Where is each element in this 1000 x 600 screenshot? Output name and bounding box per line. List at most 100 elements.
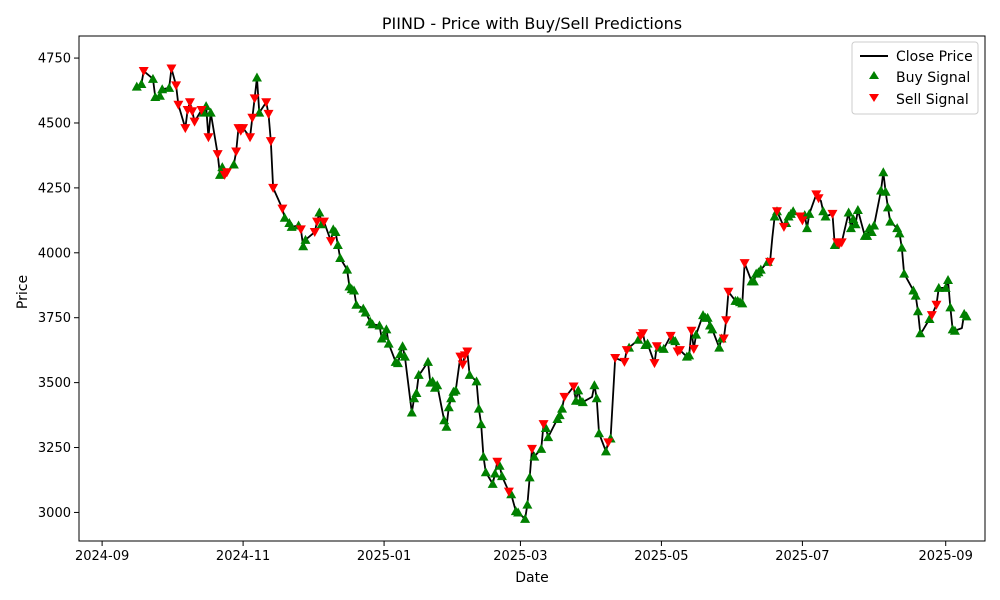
- buy-signal-marker: [411, 388, 422, 398]
- x-tick-label: 2024-11: [216, 549, 270, 564]
- buy-signal-marker: [383, 338, 394, 348]
- buy-signal-marker: [131, 81, 142, 91]
- buy-signal-marker: [594, 428, 605, 438]
- buy-signal-marker: [471, 376, 482, 386]
- sell-signal-marker: [247, 113, 258, 123]
- buy-signal-marker: [748, 276, 759, 286]
- buy-signal-marker: [820, 211, 831, 221]
- plot-area: [131, 64, 972, 523]
- x-axis-label: Date: [515, 570, 548, 586]
- sell-signal-marker: [261, 98, 272, 108]
- sell-signal-marker: [688, 344, 699, 354]
- sell-signal-marker: [723, 287, 734, 297]
- buy-signal-marker: [577, 397, 588, 407]
- sell-signal-marker: [309, 228, 320, 238]
- buy-signal-marker: [480, 467, 491, 477]
- x-tick-label: 2025-05: [634, 549, 688, 564]
- sell-signal-marker: [245, 133, 256, 143]
- buy-signal-marker: [214, 169, 225, 179]
- buy-signal-marker: [869, 220, 880, 230]
- buy-signal-marker: [843, 207, 854, 217]
- sell-signal-marker: [527, 444, 537, 454]
- sell-signal-marker: [196, 105, 207, 115]
- sell-signal-marker: [718, 334, 729, 344]
- y-tick-label: 4250: [38, 181, 71, 196]
- buy-signal-marker: [473, 403, 484, 413]
- buy-signal-marker: [684, 350, 695, 360]
- sell-signal-marker: [187, 107, 198, 117]
- legend: Close Price Buy Signal Sell Signal: [851, 41, 979, 115]
- sell-signal-marker: [765, 257, 776, 267]
- x-tick-label: 2025-07: [775, 549, 829, 564]
- y-tick-label: 3500: [38, 376, 71, 391]
- buy-signal-marker: [279, 212, 290, 222]
- buy-signal-marker: [413, 369, 424, 379]
- buy-signal-marker: [912, 306, 923, 316]
- x-tick-label: 2025-03: [493, 549, 547, 564]
- buy-signal-marker: [330, 227, 341, 237]
- legend-label-sell-signal: Sell Signal: [896, 92, 969, 108]
- buy-signal-marker: [910, 290, 921, 300]
- legend-buy-swatch: [869, 71, 879, 79]
- buy-signal-marker: [691, 329, 702, 339]
- sell-signal-marker: [797, 216, 808, 226]
- sell-signal-marker: [649, 359, 660, 369]
- sell-signal-marker: [325, 237, 336, 247]
- sell-signal-marker: [173, 100, 184, 110]
- sell-signal-marker: [559, 392, 570, 402]
- buy-signal-marker: [351, 299, 362, 309]
- sell-signal-marker: [462, 347, 473, 357]
- sell-signal-marker: [568, 382, 579, 392]
- sell-signal-marker: [318, 217, 329, 227]
- sell-signal-marker: [180, 124, 191, 134]
- buy-signal-marker: [422, 356, 433, 366]
- buy-signal-marker: [478, 451, 489, 461]
- buy-signal-marker: [494, 460, 505, 470]
- sell-signal-marker: [739, 259, 750, 269]
- buy-signal-marker: [409, 393, 420, 403]
- sell-signal-marker: [265, 137, 276, 147]
- buy-signal-marker: [737, 298, 748, 308]
- buy-signal-marker: [769, 211, 780, 221]
- buy-signal-marker: [896, 242, 907, 252]
- sell-signal-marker: [538, 420, 549, 430]
- sell-signal-marker: [189, 117, 200, 127]
- buy-signal-marker: [147, 73, 158, 83]
- buy-signal-marker: [894, 228, 905, 238]
- y-axis-label: Price: [15, 275, 31, 309]
- buy-signal-marker: [513, 507, 524, 517]
- buy-signal-marker: [397, 341, 408, 351]
- buy-signal-marker: [520, 513, 531, 523]
- buy-signal-marker: [381, 324, 392, 334]
- legend-sell-swatch: [869, 94, 879, 102]
- sell-signal-marker: [184, 98, 195, 108]
- buy-signal-marker: [360, 307, 371, 317]
- sell-signal-marker: [836, 238, 847, 248]
- sell-signal-marker: [221, 168, 232, 178]
- sell-signal-marker: [686, 326, 697, 336]
- sell-signal-marker: [457, 360, 468, 370]
- buy-signal-marker: [755, 264, 766, 274]
- buy-signal-marker: [441, 421, 452, 431]
- buy-signal-marker: [490, 468, 501, 478]
- sell-signal-marker: [665, 331, 676, 341]
- sell-signal-marker: [603, 438, 614, 448]
- sell-signal-marker: [721, 316, 732, 326]
- buy-signal-marker: [850, 219, 861, 229]
- buy-signal-marker: [961, 311, 972, 321]
- buy-signal-marker: [924, 314, 935, 324]
- buy-signal-marker: [670, 336, 681, 346]
- sell-signal-marker: [492, 457, 503, 467]
- buy-signal-marker: [591, 393, 602, 403]
- x-tick-label: 2025-09: [919, 549, 973, 564]
- sell-signal-marker: [637, 329, 648, 339]
- buy-signal-marker: [164, 82, 175, 92]
- y-axis: 3000 3250 3500 3750 4000 4250 4500 4750: [38, 52, 79, 521]
- sell-signal-marker: [312, 217, 323, 227]
- buy-signal-marker: [379, 330, 390, 340]
- sell-signal-marker: [277, 204, 288, 214]
- buy-signal-marker: [802, 223, 813, 233]
- buy-signal-marker: [443, 402, 454, 412]
- buy-signal-marker: [374, 320, 385, 330]
